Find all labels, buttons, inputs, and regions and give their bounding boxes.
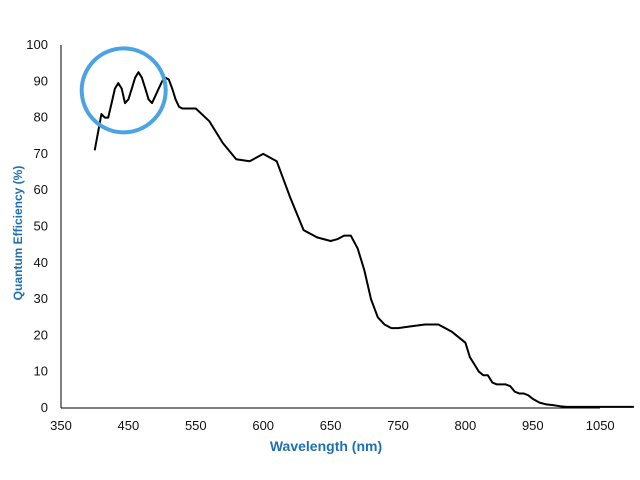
y-tick-label: 0 bbox=[41, 400, 48, 415]
x-tick-label: 800 bbox=[455, 418, 477, 433]
y-tick-label: 90 bbox=[34, 73, 48, 88]
highlight-circle bbox=[79, 46, 168, 135]
y-tick-label: 100 bbox=[26, 37, 48, 52]
y-tick-label: 20 bbox=[34, 327, 48, 342]
x-tick-label: 1050 bbox=[586, 418, 615, 433]
y-tick-label: 80 bbox=[34, 110, 48, 125]
y-tick-label: 50 bbox=[34, 219, 48, 234]
y-axis-title: Quantum Efficiency (%) bbox=[11, 166, 25, 301]
x-tick-labels: 35045055060065075080095010501150 bbox=[50, 418, 615, 433]
y-tick-labels: 0 10 20 30 40 50 60 70 80 90 100 bbox=[26, 37, 48, 415]
y-tick-label: 30 bbox=[34, 291, 48, 306]
y-tick-label: 40 bbox=[34, 255, 48, 270]
y-tick-label: 60 bbox=[34, 182, 48, 197]
y-tick-label: 70 bbox=[34, 146, 48, 161]
x-tick-label: 350 bbox=[50, 418, 72, 433]
x-tick-label: 600 bbox=[252, 418, 274, 433]
qe-series-line bbox=[93, 71, 634, 408]
x-tick-label: 450 bbox=[118, 418, 140, 433]
x-tick-label: 750 bbox=[387, 418, 409, 433]
x-tick-label: 650 bbox=[320, 418, 342, 433]
x-tick-label: 550 bbox=[185, 418, 207, 433]
y-tick-label: 10 bbox=[34, 364, 48, 379]
x-tick-label: 950 bbox=[522, 418, 544, 433]
x-axis-title: Wavelength (nm) bbox=[270, 438, 382, 454]
